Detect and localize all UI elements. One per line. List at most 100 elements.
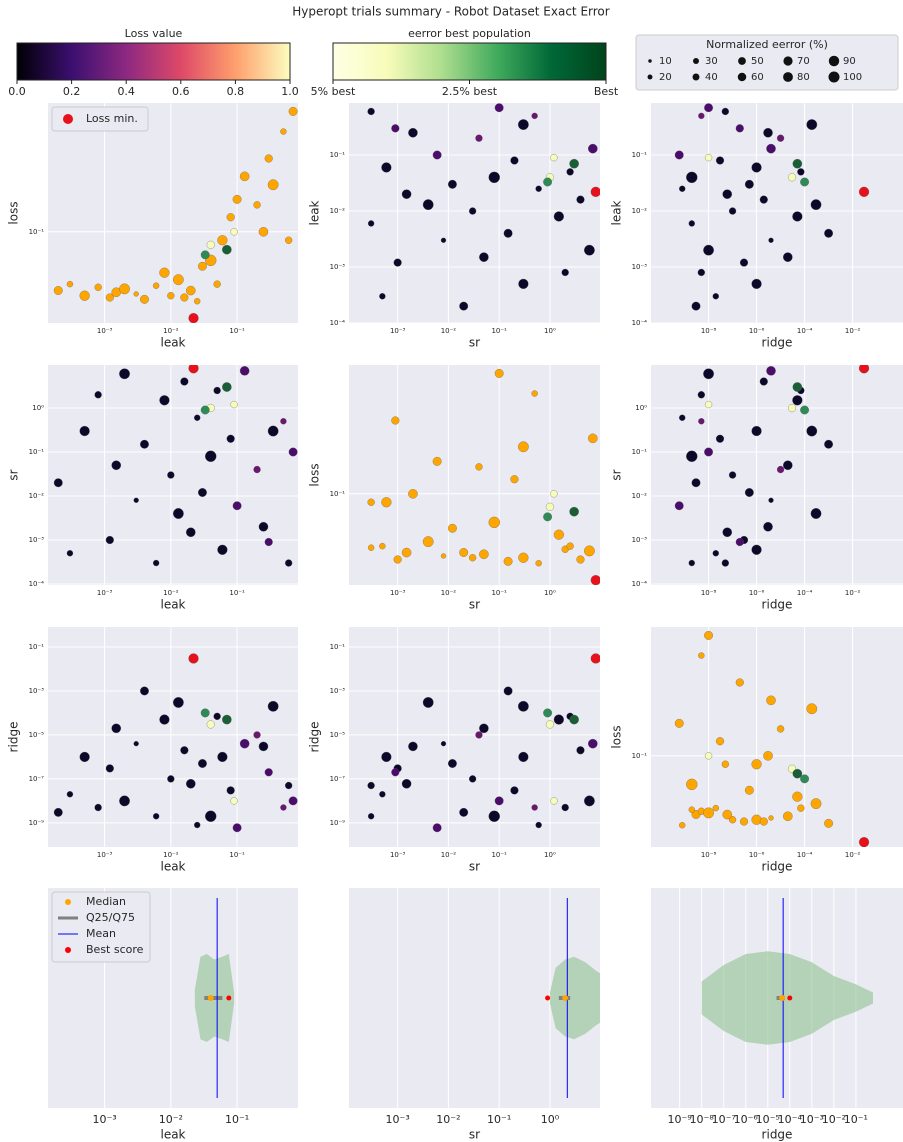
point [715,156,725,165]
point [751,425,762,437]
point [751,278,762,289]
x-tick-label: 10⁻² [845,851,861,859]
point [691,478,701,488]
x-tick-label: 10⁻² [845,589,861,597]
size-legend-label: 10 [659,56,672,67]
point [768,815,774,821]
point [401,189,412,199]
point [159,395,170,406]
point [688,220,695,227]
point [768,497,774,503]
point [776,465,785,474]
colorbar-tick-label: Best [594,85,619,98]
x-axis-label: ridge [762,860,793,874]
point [194,298,201,305]
x-axis-label: leak [160,860,185,874]
point [264,537,273,547]
point [751,162,762,173]
plot-background [651,627,903,847]
best-marker [787,995,793,1001]
point [186,779,196,789]
x-tick-label: 10⁰ [544,851,556,859]
point [679,822,686,829]
y-axis-label: loss [308,463,322,486]
point [697,268,705,277]
size-legend-marker [828,55,840,67]
x-tick-label: 10⁻¹ [491,327,507,335]
point [704,400,713,409]
point [258,522,269,532]
colorbar-tick-label: 5% best [311,85,356,98]
x-tick-label: 10⁻³ [390,327,406,335]
size-legend-marker [783,72,793,82]
point [688,806,695,813]
point [198,261,207,271]
point [858,365,870,374]
point [553,714,564,725]
point [440,741,447,747]
point [735,124,744,133]
point [543,708,553,718]
point [230,797,238,805]
points [53,653,298,833]
point [721,559,729,567]
point [824,818,833,828]
point [735,678,744,687]
size-legend-label: 40 [705,72,718,83]
point [503,686,513,696]
x-tick-label: 10⁻¹ [487,1113,511,1126]
size-legend-marker [648,59,652,63]
point [381,497,392,508]
point [79,425,90,437]
point [381,162,392,173]
y-tick-label: 10⁻³ [29,536,45,544]
point [188,653,199,664]
size-legend-label: 30 [705,56,718,67]
x-tick-label: 10⁻³ [386,1113,410,1126]
point [674,718,684,728]
x-tick-label: 10⁻¹ [491,589,507,597]
point [806,425,818,437]
point [367,498,375,506]
point [766,366,776,376]
y-tick-label: 10⁻³ [29,687,45,695]
point [230,228,238,236]
x-tick-label: 10⁻⁶ [749,327,765,335]
plot-background [48,627,298,847]
point [783,252,793,262]
point [205,810,217,822]
point [824,439,833,449]
y-tick-label: 10⁻¹ [29,448,45,456]
x-tick-label: 10⁰ [541,1113,560,1126]
violin [549,956,600,1040]
point [688,559,695,567]
point [432,823,442,833]
point [744,785,754,795]
point [459,548,469,557]
legend-box [51,891,151,963]
point [217,235,228,246]
y-tick-label: 10⁻¹ [330,643,346,651]
x-tick-label: 10⁻⁹ [668,1113,692,1126]
point [787,173,797,182]
point [167,775,175,783]
point [715,434,725,443]
y-tick-label: 10⁻¹ [29,643,45,651]
colorbar [332,42,607,81]
legend-marker [65,899,71,905]
point [232,823,242,833]
point [535,560,542,567]
point [401,547,412,558]
point [152,282,160,289]
x-tick-label: 10⁻¹ [491,851,507,859]
point [806,119,818,130]
point [759,195,768,204]
point [704,447,713,457]
point [200,405,210,415]
plot-background [349,627,600,847]
x-axis-label: leak [160,336,185,350]
point [422,199,434,211]
point [475,731,483,739]
